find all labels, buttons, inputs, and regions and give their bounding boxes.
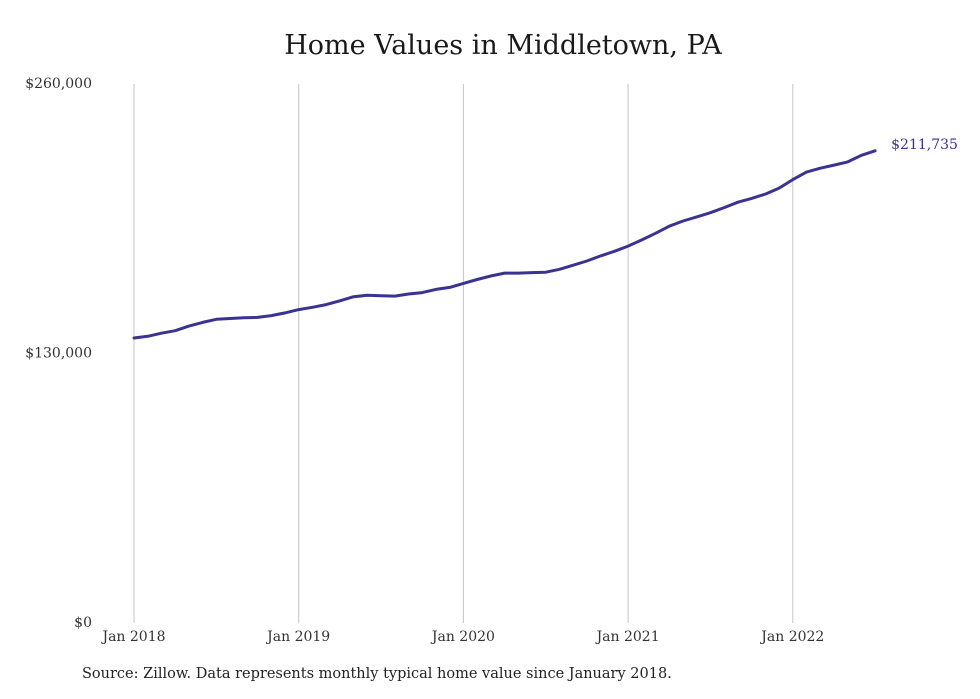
y-tick-label: $130,000 (25, 346, 92, 362)
grid-lines (133, 84, 794, 623)
y-axis-ticks: $0 $130,000 $260,000 (25, 76, 92, 631)
chart-title: Home Values in Middletown, PA (284, 30, 722, 61)
x-tick-label: Jan 2018 (100, 629, 165, 645)
source-note: Source: Zillow. Data represents monthly … (82, 666, 672, 682)
x-axis-ticks: Jan 2018 Jan 2019 Jan 2020 Jan 2021 Jan 2022 (100, 629, 824, 645)
series-layer: $211,735 (132, 137, 958, 340)
end-value-label: $211,735 (891, 137, 958, 153)
series-line (132, 149, 877, 340)
x-tick-label: Jan 2021 (595, 629, 660, 645)
y-tick-label: $260,000 (25, 76, 92, 92)
y-tick-label: $0 (74, 615, 92, 631)
x-tick-label: Jan 2020 (430, 629, 495, 645)
x-tick-label: Jan 2019 (265, 629, 330, 645)
x-tick-label: Jan 2022 (759, 629, 824, 645)
